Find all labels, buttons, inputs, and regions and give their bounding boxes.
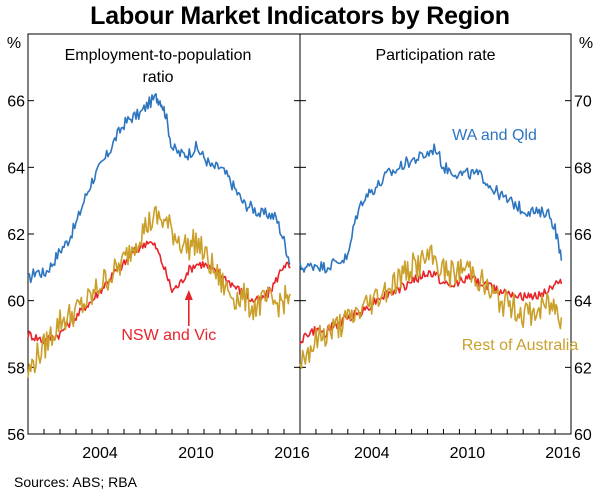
x-tick-label-1: 2016 [274, 445, 310, 462]
y-tick-label-right: 68 [574, 160, 592, 177]
annotation-label-1-1: NSW and Vic [121, 327, 216, 344]
right-axis-unit: % [579, 35, 593, 52]
y-tick-label-right: 60 [574, 427, 592, 444]
y-tick-label-left: 58 [7, 360, 25, 377]
x-tick-label-2: 2016 [545, 445, 581, 462]
panel-title-2-line-1: Participation rate [375, 47, 495, 64]
x-tick-label-1: 2010 [178, 445, 214, 462]
y-tick-label-right: 62 [574, 360, 592, 377]
x-tick-label-2: 2004 [354, 445, 390, 462]
panel-title-1-line-1: Employment-to-population [65, 47, 252, 64]
y-tick-label-right: 64 [574, 294, 592, 311]
annotation-label-2-1: WA and Qld [452, 127, 537, 144]
y-tick-label-left: 62 [7, 227, 25, 244]
y-tick-label-left: 66 [7, 94, 25, 111]
y-tick-label-right: 66 [574, 227, 592, 244]
panel-title-1-line-2: ratio [142, 69, 173, 86]
series-line-blue-panel-2 [299, 143, 563, 274]
y-tick-label-left: 56 [7, 427, 25, 444]
annotation-arrow-head [184, 290, 193, 300]
annotation-label-2-2: Rest of Australia [462, 337, 579, 354]
y-tick-label-right: 70 [574, 94, 592, 111]
y-tick-label-left: 64 [7, 160, 25, 177]
x-tick-label-1: 2004 [82, 445, 118, 462]
chart-title: Labour Market Indicators by Region [90, 2, 510, 30]
y-tick-label-left: 60 [7, 294, 25, 311]
x-tick-label-2: 2010 [450, 445, 486, 462]
source-note: Sources: ABS; RBA [14, 474, 137, 490]
series-line-blue-panel-1 [27, 93, 291, 284]
series-line-gold-panel-1 [27, 205, 292, 378]
series-line-gold-panel-2 [299, 244, 563, 370]
left-axis-unit: % [7, 35, 21, 52]
